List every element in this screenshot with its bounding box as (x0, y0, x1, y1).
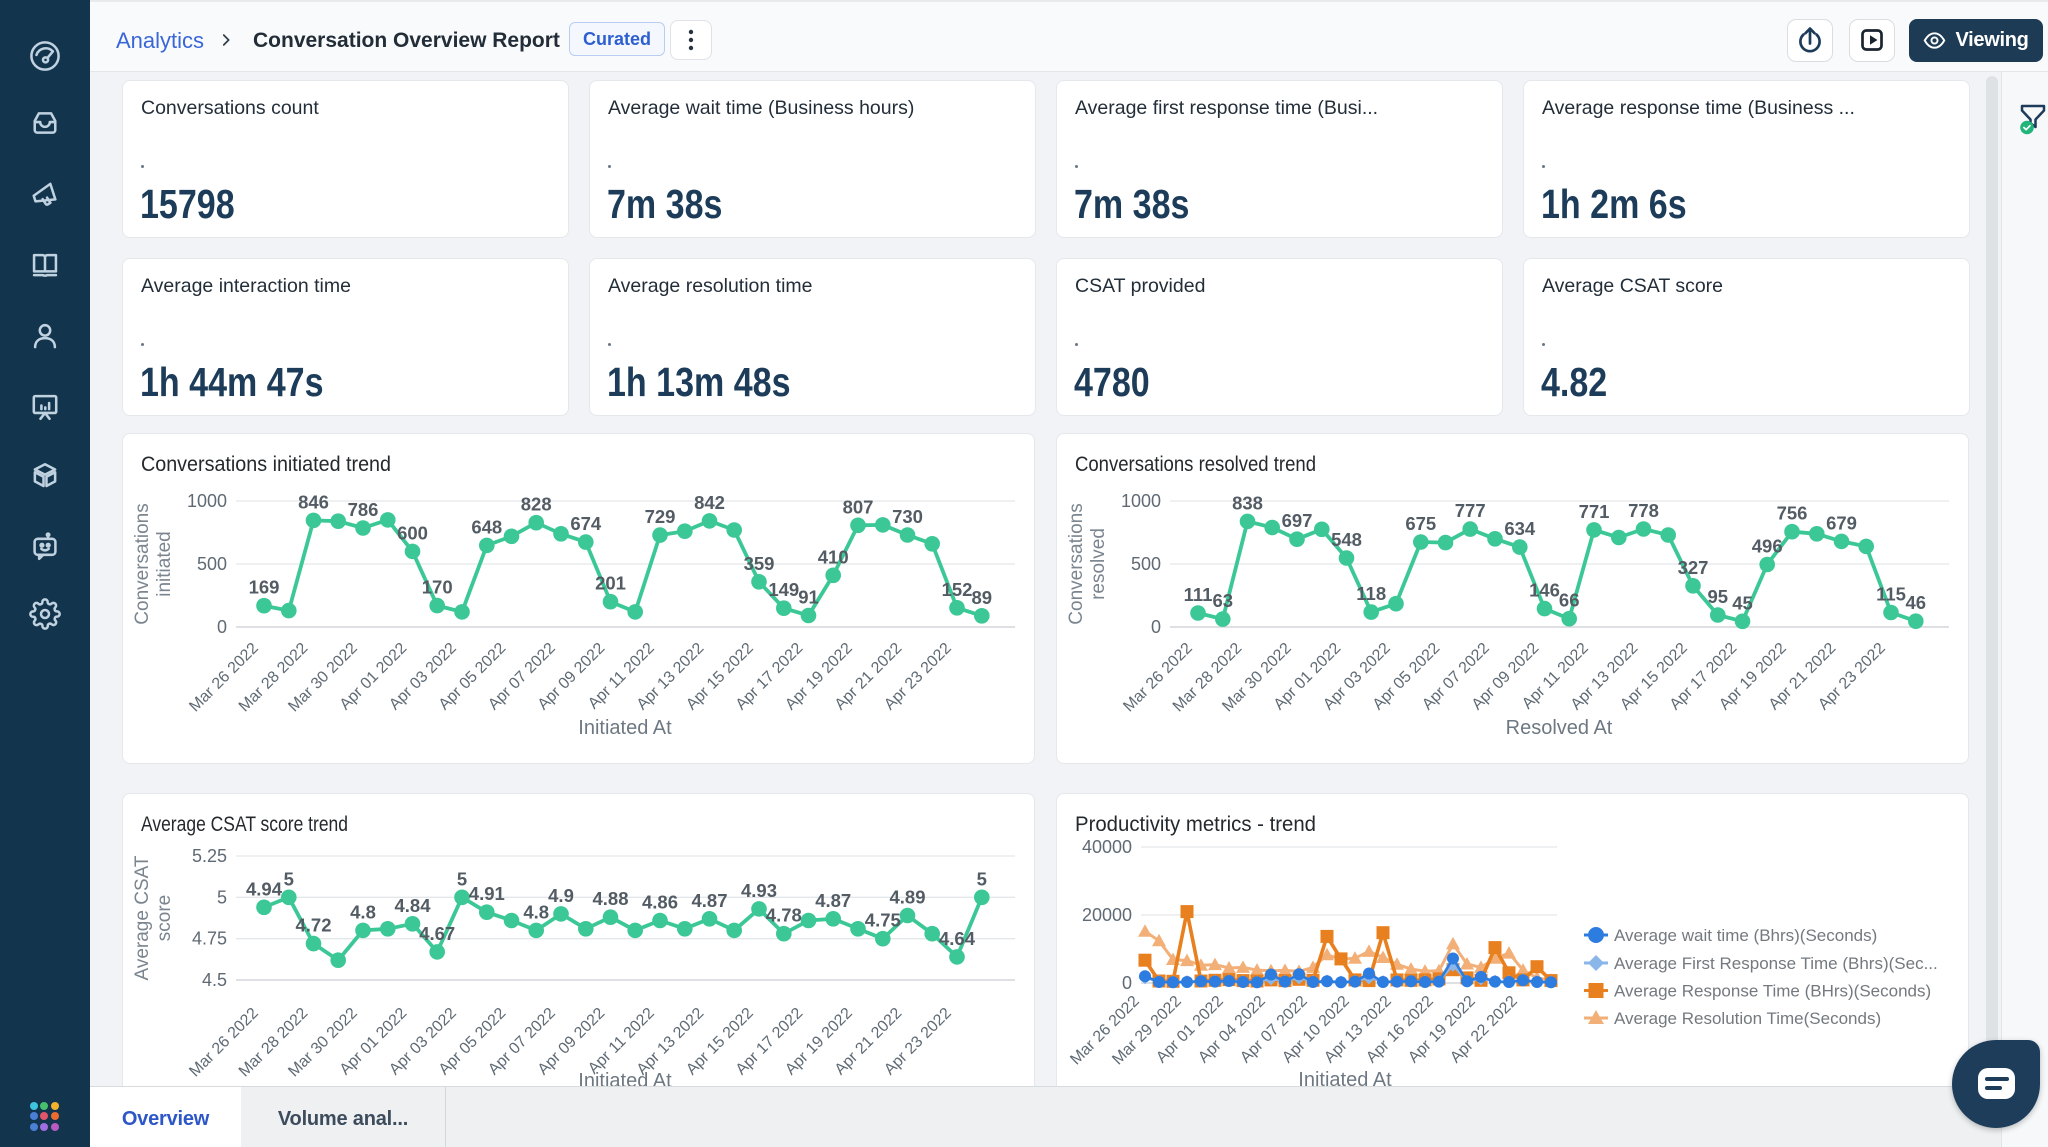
svg-text:846: 846 (298, 491, 329, 512)
svg-text:697: 697 (1282, 510, 1313, 531)
svg-text:4.78: 4.78 (766, 905, 802, 926)
svg-text:4.5: 4.5 (202, 970, 227, 990)
svg-text:500: 500 (1131, 554, 1161, 574)
svg-text:Average CSAT: Average CSAT (132, 855, 153, 980)
svg-text:95: 95 (1708, 586, 1729, 607)
svg-text:118: 118 (1356, 583, 1386, 604)
svg-text:Average Response Time (BHrs)(S: Average Response Time (BHrs)(Seconds) (1614, 982, 1931, 1001)
svg-text:Average wait time (Bhrs)(Secon: Average wait time (Bhrs)(Seconds) (1614, 926, 1877, 945)
svg-text:4.91: 4.91 (469, 883, 505, 904)
svg-text:63: 63 (1213, 590, 1234, 611)
svg-text:4.75: 4.75 (865, 910, 901, 931)
svg-text:548: 548 (1331, 529, 1362, 550)
svg-text:4.9: 4.9 (548, 885, 574, 906)
svg-text:Conversations resolved trend: Conversations resolved trend (1075, 452, 1316, 476)
svg-text:4.84: 4.84 (394, 895, 431, 916)
svg-text:327: 327 (1678, 557, 1709, 578)
svg-text:359: 359 (744, 553, 775, 574)
svg-text:777: 777 (1455, 500, 1486, 521)
svg-text:40000: 40000 (1082, 837, 1132, 857)
svg-text:756: 756 (1777, 503, 1808, 524)
svg-text:679: 679 (1826, 512, 1857, 533)
svg-text:Conversations: Conversations (132, 503, 153, 624)
svg-text:771: 771 (1579, 501, 1610, 522)
svg-text:4.87: 4.87 (691, 890, 727, 911)
svg-text:4.67: 4.67 (419, 923, 455, 944)
svg-text:146: 146 (1529, 580, 1560, 601)
svg-text:Average Resolution Time(Second: Average Resolution Time(Seconds) (1614, 1009, 1881, 1028)
svg-text:89: 89 (972, 587, 993, 608)
svg-text:4.75: 4.75 (192, 929, 227, 949)
svg-text:resolved: resolved (1088, 528, 1109, 600)
svg-text:4.72: 4.72 (295, 915, 331, 936)
svg-text:0: 0 (217, 617, 227, 637)
svg-text:4.8: 4.8 (523, 901, 549, 922)
svg-text:5: 5 (977, 868, 987, 889)
svg-text:45: 45 (1732, 592, 1753, 613)
svg-text:Average First Response Time (B: Average First Response Time (Bhrs)(Sec..… (1614, 954, 1938, 973)
svg-text:5: 5 (284, 868, 294, 889)
svg-text:786: 786 (348, 499, 379, 520)
svg-text:4.8: 4.8 (350, 901, 376, 922)
svg-text:Initiated At: Initiated At (578, 717, 672, 739)
svg-text:1000: 1000 (187, 491, 227, 511)
svg-text:4.94: 4.94 (246, 878, 283, 899)
svg-text:5.25: 5.25 (192, 846, 227, 866)
svg-text:842: 842 (694, 492, 725, 513)
svg-text:675: 675 (1405, 513, 1436, 534)
svg-text:115: 115 (1876, 584, 1906, 605)
svg-text:4.89: 4.89 (889, 887, 925, 908)
svg-text:500: 500 (197, 554, 227, 574)
svg-text:Productivity metrics - trend: Productivity metrics - trend (1075, 812, 1316, 836)
svg-text:730: 730 (892, 506, 923, 527)
svg-text:4.93: 4.93 (741, 880, 777, 901)
svg-text:46: 46 (1906, 592, 1927, 613)
svg-text:674: 674 (570, 513, 602, 534)
svg-text:Initiated At: Initiated At (1298, 1069, 1392, 1091)
svg-text:838: 838 (1232, 492, 1263, 513)
svg-text:initiated: initiated (154, 531, 175, 597)
svg-text:201: 201 (595, 573, 626, 594)
svg-text:729: 729 (645, 506, 676, 527)
svg-text:111: 111 (1184, 584, 1213, 605)
svg-text:5: 5 (457, 868, 467, 889)
svg-text:4.88: 4.88 (592, 888, 628, 909)
svg-text:4.87: 4.87 (815, 890, 851, 911)
svg-text:410: 410 (818, 546, 849, 567)
svg-text:5: 5 (217, 887, 227, 907)
svg-text:648: 648 (471, 516, 502, 537)
svg-text:828: 828 (521, 494, 552, 515)
svg-text:Average CSAT score trend: Average CSAT score trend (141, 812, 348, 836)
svg-text:152: 152 (942, 579, 973, 600)
svg-text:170: 170 (422, 577, 453, 598)
svg-text:149: 149 (768, 579, 799, 600)
svg-text:0: 0 (1151, 617, 1161, 637)
svg-text:1000: 1000 (1121, 491, 1161, 511)
svg-text:0: 0 (1122, 973, 1132, 993)
svg-text:20000: 20000 (1082, 905, 1132, 925)
svg-text:91: 91 (798, 587, 819, 608)
svg-text:Conversations initiated trend: Conversations initiated trend (141, 452, 391, 476)
svg-text:600: 600 (397, 522, 428, 543)
svg-text:4.86: 4.86 (642, 892, 678, 913)
svg-text:634: 634 (1504, 518, 1536, 539)
svg-text:Resolved At: Resolved At (1506, 717, 1613, 739)
svg-text:4.64: 4.64 (939, 928, 976, 949)
svg-text:807: 807 (843, 496, 874, 517)
svg-text:778: 778 (1628, 500, 1659, 521)
svg-text:score: score (154, 895, 175, 941)
svg-text:496: 496 (1752, 536, 1783, 557)
svg-text:169: 169 (249, 577, 280, 598)
svg-text:66: 66 (1559, 590, 1580, 611)
svg-text:Conversations: Conversations (1066, 503, 1087, 624)
